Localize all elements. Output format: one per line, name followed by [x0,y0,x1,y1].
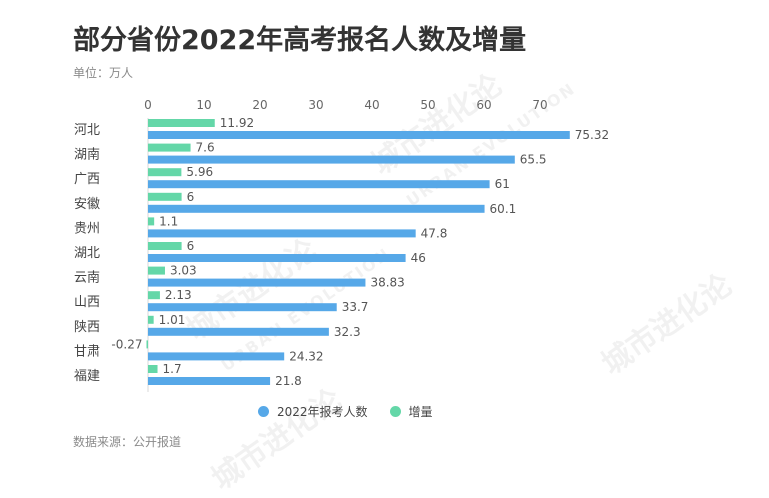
bar-registrants [148,131,570,139]
bar-increase [148,365,158,373]
bar-registrants [148,352,285,361]
bar-increase [148,242,182,250]
bar-increase [148,266,165,275]
legend-swatch-registrants [258,406,269,417]
bar-registrants [148,229,416,238]
data-label-increase: -0.27 [111,337,142,351]
bar-registrants [148,204,485,213]
legend-item-registrants[interactable]: 2022年报考人数 [258,403,368,420]
data-label-increase: 5.96 [186,165,213,179]
bar-increase [148,315,154,324]
data-label-registrants: 32.3 [334,325,361,339]
x-tick-label: 50 [420,98,435,112]
bar-registrants [148,180,490,189]
bar-registrants [148,278,366,287]
x-tick-label: 10 [196,98,211,112]
y-category-label: 云南 [74,270,100,286]
data-label-increase: 2.13 [165,288,192,302]
x-tick-label: 20 [252,98,267,112]
bar-increase [148,143,191,152]
data-label-registrants: 46 [411,251,426,265]
y-category-label: 山西 [74,295,100,310]
bar-registrants [148,155,515,164]
x-tick-label: 0 [144,98,152,112]
data-label-increase: 6 [187,239,195,253]
x-tick-label: 70 [532,98,547,112]
data-label-registrants: 60.1 [490,202,517,216]
data-label-increase: 7.6 [196,141,215,155]
bar-increase [148,119,215,127]
bar-chart: 0 10 20 30 40 50 60 70 河北 11.92 75.32 湖南 7.6 65.5 广西 5.… [74,98,609,392]
x-tick-label: 40 [364,98,379,112]
chart-legend: 2022年报考人数 增量 [258,403,455,420]
data-label-registrants: 75.32 [575,128,609,142]
data-label-increase: 6 [187,190,195,204]
data-label-registrants: 24.32 [289,349,323,363]
x-tick-label: 30 [308,98,323,112]
bar-registrants [148,303,337,312]
data-label-increase: 1.1 [159,214,178,228]
legend-item-increase[interactable]: 增量 [389,403,433,420]
data-label-increase: 11.92 [220,116,254,130]
y-category-label: 甘肃 [74,344,100,359]
unit-label: 单位：万人 [73,66,134,80]
x-tick-label: 60 [476,98,491,112]
chart-title: 部分省份2022年高考报名人数及增量 [73,25,527,56]
y-category-label: 安徽 [74,197,100,212]
y-category-label: 贵州 [74,221,100,236]
bar-increase [148,291,160,300]
data-label-registrants: 61 [495,177,510,191]
data-label-registrants: 38.83 [370,276,404,290]
bar-increase [148,168,182,177]
y-category-label: 广西 [74,172,100,187]
y-category-label: 陕西 [74,320,100,335]
bar-registrants [148,327,329,336]
data-label-increase: 1.01 [159,313,186,327]
y-category-label: 湖南 [74,147,100,163]
legend-swatch-increase [389,406,401,417]
data-label-increase: 1.7 [163,362,182,376]
bar-increase [148,217,155,226]
bar-increase [148,192,182,201]
data-label-registrants: 33.7 [342,300,369,314]
data-label-increase: 3.03 [170,264,197,278]
data-label-registrants: 65.5 [520,153,547,167]
bar-registrants [148,254,406,262]
y-category-label: 湖北 [74,246,100,261]
data-source: 数据来源：公开报道 [73,435,182,449]
bar-registrants [148,377,271,385]
y-category-label: 福建 [74,369,100,384]
legend-label-registrants: 2022年报考人数 [277,405,368,419]
bar-increase [146,340,148,349]
data-label-registrants: 47.8 [421,226,448,240]
legend-label-increase: 增量 [408,405,433,419]
data-label-registrants: 21.8 [275,374,302,388]
y-category-label: 河北 [74,123,100,138]
